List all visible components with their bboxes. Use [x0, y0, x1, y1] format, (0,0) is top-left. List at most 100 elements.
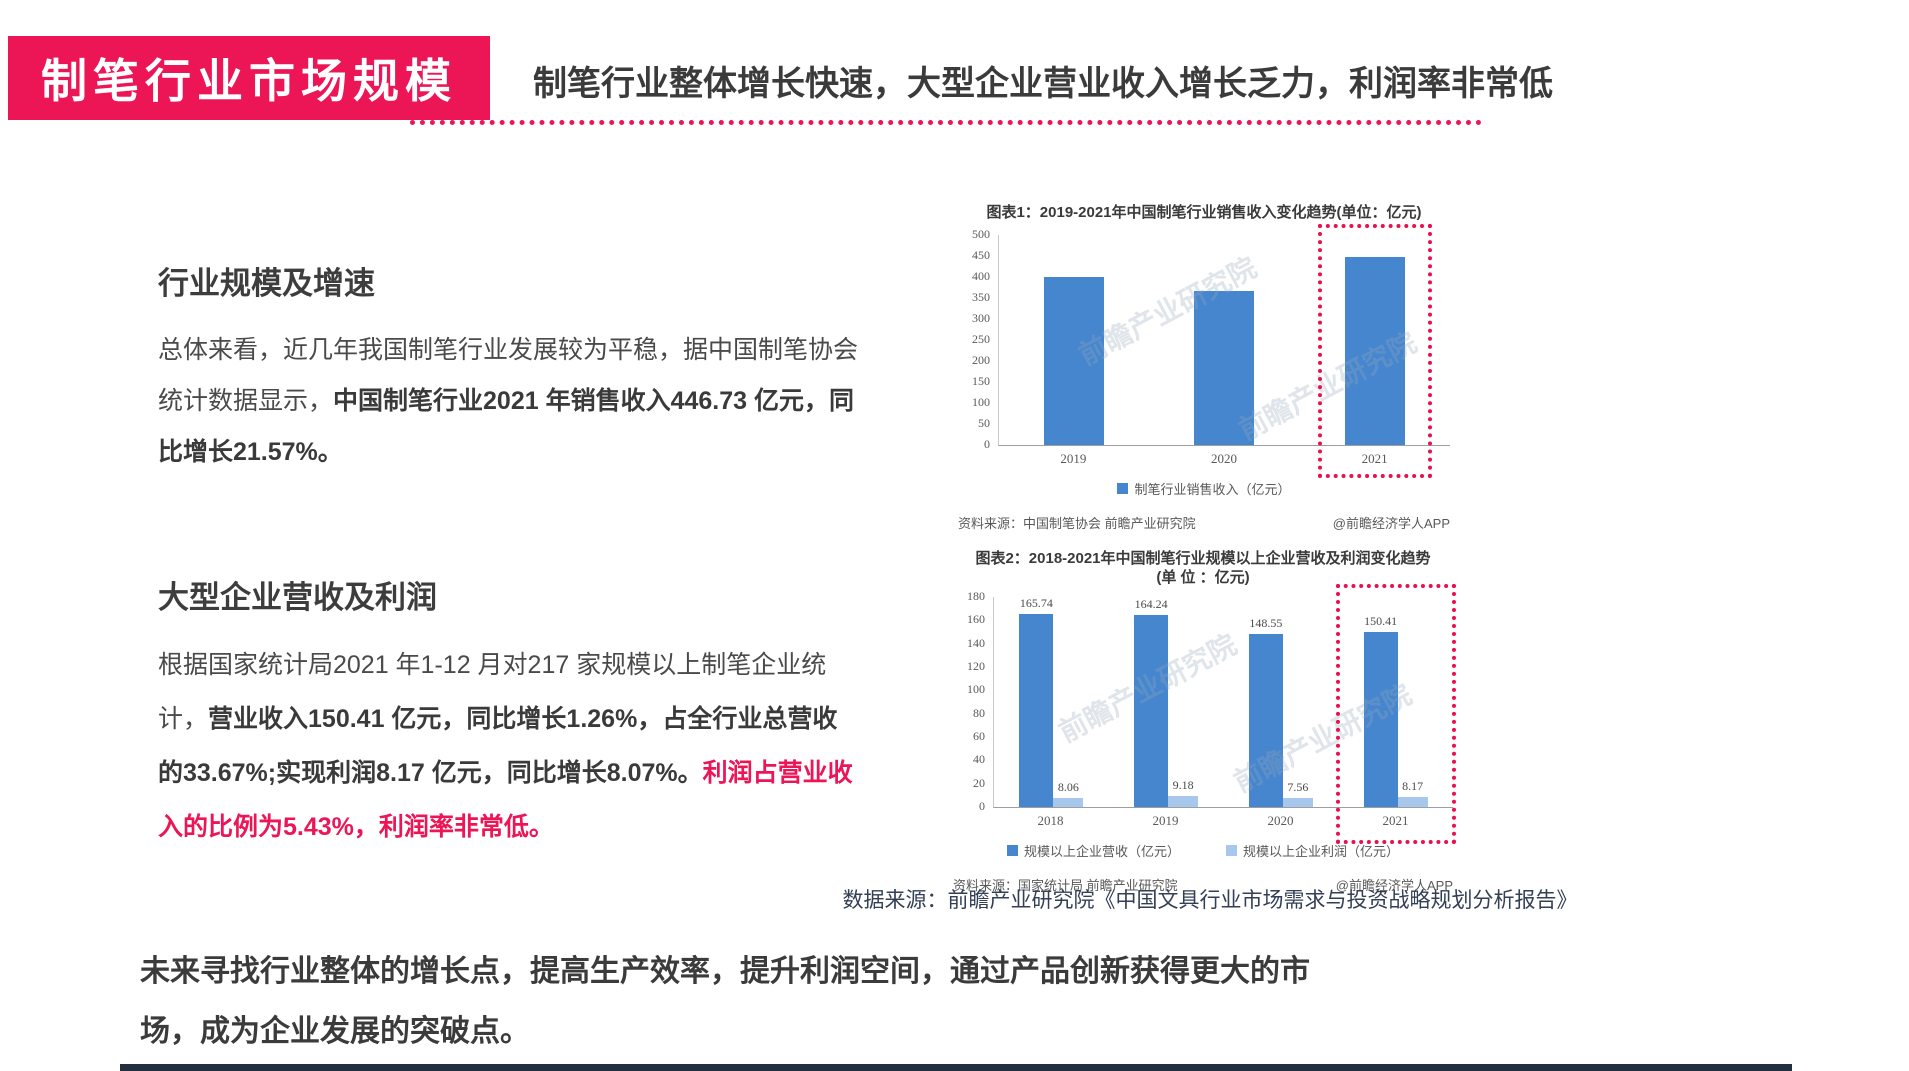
section2-text-red: 利润占营业收入的比例为5.43%，利润率非常低。 [158, 759, 853, 841]
chart1-x-axis: 2019 2020 2021 [998, 451, 1450, 467]
y-tick-label: 160 [967, 612, 985, 627]
bar-2019-series1 [1168, 796, 1199, 807]
x-category-label: 2021 [1361, 451, 1388, 466]
section1-text-normal: 总体来看，近几年我国制笔行业发展较为平稳，据中国制笔协会统计数据显示， [158, 336, 859, 415]
bar-group-2020: 148.55 7.56 [1224, 597, 1339, 807]
legend-swatch [1117, 483, 1129, 494]
section1-paragraph: 总体来看，近几年我国制笔行业发展较为平稳，据中国制笔协会统计数据显示，中国制笔行… [158, 325, 858, 478]
y-tick-label: 450 [972, 248, 990, 262]
chart1-plot-area: 前瞻产业研究院 前瞻产业研究院 [998, 224, 1450, 478]
bar-2020-series0 [1248, 633, 1283, 807]
highlight-box-2021 [1335, 584, 1456, 844]
charts-data-source-caption: 数据来源：前瞻产业研究院《中国文具行业市场需求与投资战略规划分析报告》 [842, 889, 1578, 912]
bar-2021-series0 [1344, 257, 1405, 445]
bar-group-2018: 165.74 8.06 [994, 596, 1109, 807]
x-category-label: 2019 [1152, 813, 1179, 828]
slide-bottom-bar [120, 1064, 1792, 1071]
value-label: 150.41 [1364, 613, 1398, 628]
y-tick-label: 300 [972, 311, 990, 325]
value-label: 9.18 [1172, 778, 1194, 793]
bar-group-2021 [1300, 224, 1450, 478]
section2-text-normal: 根据国家统计局2021 年1-12 月对217 家规模以上制笔企业统计， [158, 651, 827, 733]
bar-wrap: 7.56 [1282, 780, 1313, 807]
chart2-source-row: 资料来源：国家统计局 前瞻产业研究院 @前瞻经济学人APP [953, 875, 1453, 894]
legend-label: 制笔行业销售收入（亿元） [1134, 482, 1291, 497]
slide-title-text: 制笔行业市场规模 [41, 55, 457, 107]
y-tick-label: 140 [967, 635, 985, 650]
dotted-separator [410, 120, 1482, 125]
chart2-y-axis: 0 20 40 60 80 100 120 140 160 180 [953, 589, 993, 813]
y-tick-label: 40 [973, 752, 985, 767]
y-tick-label: 60 [973, 729, 985, 743]
legend-swatch [1226, 845, 1237, 856]
value-label: 7.56 [1287, 780, 1309, 795]
bar-2018-series1 [1053, 797, 1084, 807]
bar-wrap [1194, 290, 1255, 445]
x-category-label: 2021 [1382, 813, 1409, 828]
x-category-label: 2018 [1037, 813, 1064, 828]
bar-wrap [1344, 257, 1405, 445]
y-tick-label: 500 [972, 227, 990, 241]
legend-item: 规模以上企业利润（亿元） [1226, 841, 1399, 860]
highlight-box-2021 [1317, 224, 1432, 478]
section2-paragraph: 根据国家统计局2021 年1-12 月对217 家规模以上制笔企业统计，营业收入… [158, 638, 858, 854]
value-label: 8.06 [1057, 779, 1079, 794]
bar-wrap: 8.06 [1053, 779, 1084, 807]
x-category-label: 2019 [1060, 451, 1087, 466]
y-tick-label: 80 [973, 705, 985, 720]
y-tick-label: 180 [967, 589, 985, 603]
bar-group-2020 [1149, 235, 1299, 445]
chart2-legend: 规模以上企业营收（亿元） 规模以上企业利润（亿元） [953, 841, 1453, 860]
chart1-source: 资料来源：中国制笔协会 前瞻产业研究院 [958, 516, 1196, 531]
chart1-credit: @前瞻经济学人APP [1332, 516, 1450, 531]
bar-2021-series1 [1397, 797, 1428, 807]
bar-wrap [1044, 277, 1105, 445]
slide-headline: 制笔行业整体增长快速，大型企业营业收入增长乏力，利润率非常低 [533, 48, 1553, 112]
y-tick-label: 100 [972, 395, 990, 409]
legend-item: 规模以上企业营收（亿元） [1006, 841, 1180, 860]
bar-wrap: 8.17 [1397, 779, 1428, 807]
chart1-title: 图表1：2019-2021年中国制笔行业销售收入变化趋势(单位：亿元) [986, 204, 1422, 221]
y-tick-label: 0 [984, 437, 990, 451]
figure-chart1: 图表1：2019-2021年中国制笔行业销售收入变化趋势(单位：亿元) 0 50 1… [958, 203, 1450, 532]
section1-text-bold: 中国制笔行业2021 年销售收入446.73 亿元，同比增长21.57%。 [158, 387, 854, 466]
y-tick-label: 20 [973, 775, 985, 790]
section2-title: 大型企业营收及利润 [158, 580, 437, 615]
bar-group-2019: 164.24 9.18 [1109, 597, 1224, 807]
legend-label: 规模以上企业利润（亿元） [1243, 844, 1400, 859]
bar-2020-series0 [1194, 290, 1255, 445]
value-label: 148.55 [1249, 615, 1283, 630]
slide-headline-text: 制笔行业整体增长快速，大型企业营业收入增长乏力，利润率非常低 [533, 64, 1553, 103]
chart1-source-row: 资料来源：中国制笔协会 前瞻产业研究院 @前瞻经济学人APP [958, 513, 1450, 532]
y-tick-label: 150 [972, 374, 990, 388]
chart1-y-axis: 0 50 100 150 200 250 300 350 400 450 500 [958, 227, 998, 451]
x-category-label: 2020 [1267, 813, 1294, 828]
bar-2020-series1 [1282, 798, 1313, 807]
y-tick-label: 120 [967, 659, 985, 673]
section2-text-bold: 营业收入150.41 亿元，同比增长1.26%，占全行业总营收的33.67%;实… [158, 705, 838, 787]
chart2-source: 资料来源：国家统计局 前瞻产业研究院 [953, 878, 1178, 893]
chart2-x-axis: 2018 2019 2020 2021 [993, 813, 1453, 829]
legend-item: 制笔行业销售收入（亿元） [1117, 479, 1291, 498]
y-tick-label: 50 [978, 416, 990, 430]
slide-title-badge: 制笔行业市场规模 [8, 36, 490, 120]
bar-wrap: 148.55 [1248, 615, 1283, 807]
bar-2018-series0 [1019, 613, 1054, 807]
bar-wrap: 9.18 [1168, 778, 1199, 807]
bar-2021-series0 [1363, 631, 1398, 807]
y-tick-label: 400 [972, 269, 990, 283]
chart2-credit: @前瞻经济学人APP [1335, 878, 1453, 893]
y-tick-label: 200 [972, 353, 990, 367]
legend-swatch [1006, 845, 1018, 856]
chart2-title: 图表2：2018-2021年中国制笔行业规模以上企业营收及利润变化趋势(单 位 … [975, 550, 1431, 586]
bar-wrap: 150.41 [1363, 613, 1398, 807]
bar-wrap: 165.74 [1019, 596, 1054, 807]
y-tick-label: 350 [972, 290, 990, 304]
y-tick-label: 0 [979, 799, 985, 813]
bar-group-2019 [999, 235, 1149, 445]
value-label: 164.24 [1134, 597, 1168, 612]
bar-2019-series0 [1134, 615, 1169, 807]
conclusion-paragraph: 未来寻找行业整体的增长点，提高生产效率，提升利润空间，通过产品创新获得更大的市场… [140, 955, 1310, 1048]
x-category-label: 2020 [1211, 451, 1237, 466]
chart2-plot-area: 前瞻产业研究院 前瞻产业研究院 165.74 8.06 164.24 9.18 148.… [993, 584, 1456, 844]
